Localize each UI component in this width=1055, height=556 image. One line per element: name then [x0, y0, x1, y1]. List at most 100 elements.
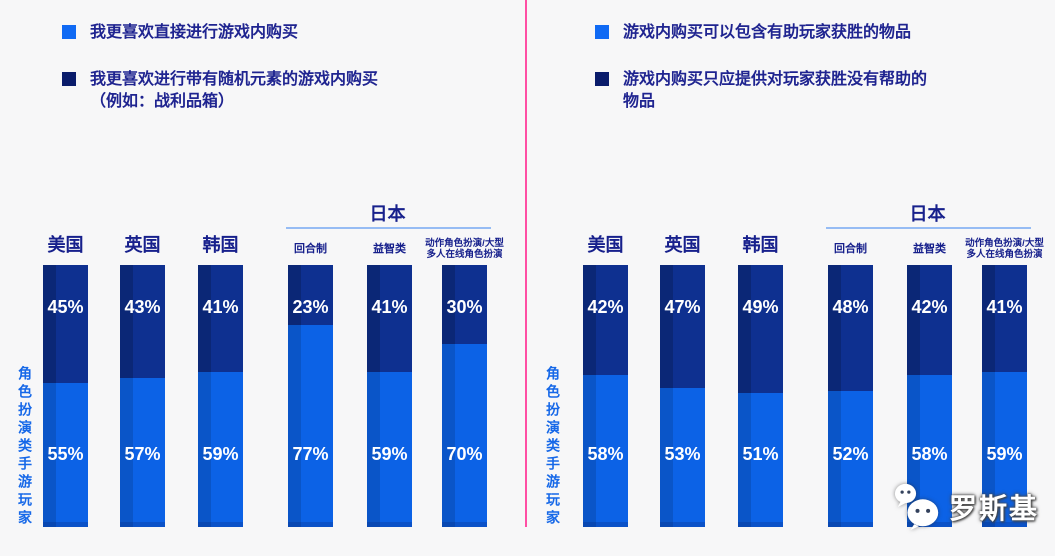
bar-bottom-label: 55%	[47, 444, 84, 464]
bar-top-label: 43%	[124, 297, 161, 317]
legend-swatch-dark	[62, 72, 76, 86]
bar-column: 41% 59%	[367, 265, 412, 527]
legend-item: 我更喜欢直接进行游戏内购买	[62, 22, 298, 44]
bar-top-label: 41%	[371, 297, 408, 317]
country-header: 英国	[664, 235, 701, 255]
bar-bottom-label: 59%	[202, 444, 239, 464]
bar-column: 45% 55%	[43, 265, 88, 527]
bar-column: 49% 51%	[738, 265, 783, 527]
bar-segment-dark	[982, 265, 1027, 373]
japan-sub-label: 回合制	[834, 243, 867, 255]
chart-panel-left: 我更喜欢直接进行游戏内购买 我更喜欢进行带有随机元素的游戏内购买 （例如：战利品…	[0, 0, 527, 556]
japan-sub-label: 动作角色扮演/大型 多人在线角色扮演	[965, 238, 1044, 260]
bar-bottom-label: 70%	[446, 444, 483, 464]
country-header: 美国	[587, 235, 624, 255]
bar-bottom-edge	[367, 522, 412, 527]
bar-bottom-edge	[660, 522, 705, 527]
bar-bottom-edge	[583, 522, 628, 527]
bar-top-label: 42%	[587, 297, 624, 317]
bar-segment-dark	[367, 265, 412, 373]
bar-top-label: 47%	[664, 297, 701, 317]
bar-bottom-label: 57%	[124, 444, 161, 464]
bar-column: 42% 58%	[907, 265, 952, 527]
divider-line	[525, 0, 527, 527]
bar-top-label: 48%	[832, 297, 869, 317]
watermark-text: 罗斯基	[949, 493, 1040, 524]
bar-column: 47% 53%	[660, 265, 705, 527]
bar-segment-dark	[43, 265, 88, 383]
bar-bottom-label: 52%	[832, 444, 869, 464]
legend-swatch-light	[595, 25, 609, 39]
bar-bottom-label: 59%	[986, 444, 1023, 464]
bar-segment-dark	[738, 265, 783, 394]
group-header-japan: 日本	[369, 204, 406, 224]
stacked-bar-chart-right: 美国 英国 韩国 日本回合制 益智类 动作角色扮演/大型 多人在线角色扮演 42% 58% 47%…	[528, 0, 1055, 556]
bar-bottom-edge	[120, 522, 165, 527]
bar-column: 41% 59%	[198, 265, 243, 527]
bar-bottom-edge	[198, 522, 243, 527]
bar-column: 48% 52%	[828, 265, 873, 527]
legend-label-line: 物品	[623, 93, 656, 110]
bar-bottom-edge	[43, 522, 88, 527]
bar-segment-dark	[583, 265, 628, 376]
legend-item: 我更喜欢进行带有随机元素的游戏内购买 （例如：战利品箱）	[62, 69, 378, 113]
legend-label: 游戏内购买可以包含有助玩家获胜的物品	[623, 24, 912, 41]
bar-segment-dark	[660, 265, 705, 389]
bar-segment-dark	[198, 265, 243, 373]
y-axis-label: 角色扮演类手游玩家	[17, 366, 33, 528]
bar-bottom-edge	[828, 522, 873, 527]
legend-label: 我更喜欢直接进行游戏内购买	[90, 24, 299, 41]
wechat-icon	[894, 483, 939, 531]
group-underline	[286, 227, 491, 229]
bar-top-label: 49%	[742, 297, 779, 317]
bar-column: 23% 77%	[288, 265, 333, 527]
bar-segment-dark	[907, 265, 952, 376]
bar-column: 30% 70%	[442, 265, 487, 527]
bar-top-label: 42%	[911, 297, 948, 317]
group-header-japan: 日本	[909, 204, 946, 224]
bar-bottom-label: 51%	[742, 444, 779, 464]
bar-column: 42% 58%	[583, 265, 628, 527]
bar-segment-dark	[288, 265, 333, 326]
bar-top-label: 41%	[202, 297, 239, 317]
legend-label-line: 游戏内购买只应提供对玩家获胜没有帮助的	[623, 71, 928, 88]
chart-panel-right: 游戏内购买可以包含有助玩家获胜的物品 游戏内购买只应提供对玩家获胜没有帮助的 物…	[528, 0, 1055, 556]
bar-top-label: 41%	[986, 297, 1023, 317]
bar-segment-dark	[442, 265, 487, 344]
legend-item: 游戏内购买可以包含有助玩家获胜的物品	[595, 22, 911, 44]
bar-column: 41% 59%	[982, 265, 1027, 527]
legend-label: 我更喜欢进行带有随机元素的游戏内购买 （例如：战利品箱）	[90, 69, 378, 113]
japan-sub-label: 动作角色扮演/大型 多人在线角色扮演	[425, 238, 504, 260]
legend-label-line: 我更喜欢进行带有随机元素的游戏内购买	[90, 71, 379, 88]
bar-bottom-edge	[738, 522, 783, 527]
bar-top-label: 23%	[292, 297, 329, 317]
bar-bottom-label: 58%	[587, 444, 624, 464]
bar-top-label: 45%	[47, 297, 84, 317]
legend-swatch-light	[62, 25, 76, 39]
country-header: 韩国	[742, 235, 779, 255]
bar-bottom-edge	[288, 522, 333, 527]
bar-bottom-label: 59%	[371, 444, 408, 464]
japan-sub-label: 益智类	[373, 243, 406, 255]
bar-bottom-edge	[982, 522, 1027, 527]
country-header: 美国	[47, 235, 84, 255]
legend-item: 游戏内购买只应提供对玩家获胜没有帮助的 物品	[595, 69, 927, 113]
country-header: 韩国	[202, 235, 239, 255]
bar-segment-dark	[120, 265, 165, 378]
legend-label-line: （例如：战利品箱）	[90, 93, 235, 110]
bar-bottom-label: 58%	[911, 444, 948, 464]
legend-label: 游戏内购买只应提供对玩家获胜没有帮助的 物品	[623, 69, 927, 113]
bar-column: 43% 57%	[120, 265, 165, 527]
bar-bottom-label: 53%	[664, 444, 701, 464]
group-underline	[826, 227, 1031, 229]
y-axis-label: 角色扮演类手游玩家	[545, 366, 561, 528]
japan-sub-label: 益智类	[913, 243, 946, 255]
country-header: 英国	[124, 235, 161, 255]
watermark: 罗斯基	[893, 482, 1039, 532]
bar-segment-dark	[828, 265, 873, 391]
stacked-bar-chart-left: 美国 英国 韩国 日本回合制 益智类 动作角色扮演/大型 多人在线角色扮演 45% 55% 43%…	[0, 0, 527, 556]
japan-sub-label: 回合制	[294, 243, 327, 255]
bar-bottom-label: 77%	[292, 444, 329, 464]
legend-swatch-dark	[595, 72, 609, 86]
